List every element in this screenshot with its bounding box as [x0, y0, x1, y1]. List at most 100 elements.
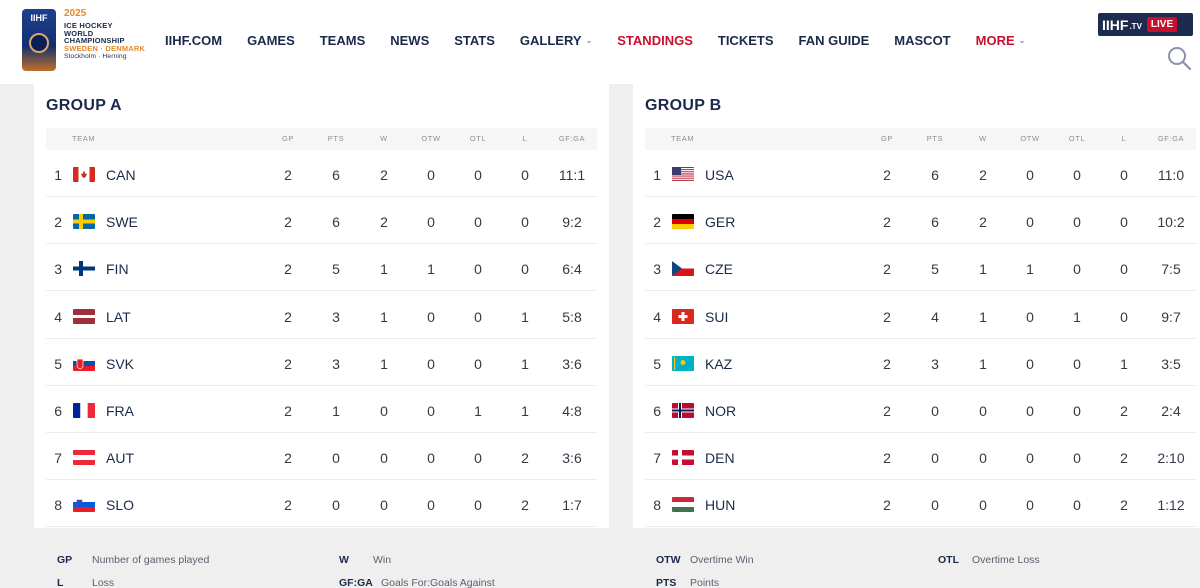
chevron-down-icon: ⌄ [585, 36, 593, 45]
team-code[interactable]: FIN [106, 261, 129, 278]
nav-item-mascot[interactable]: MASCOT [894, 33, 950, 48]
overtime-wins: 0 [427, 214, 435, 231]
overtime-losses: 0 [474, 497, 482, 514]
losses: 0 [1120, 308, 1128, 325]
overtime-wins: 0 [1026, 214, 1034, 231]
standings-row[interactable]: 7 DEN 2 0 0 0 0 2 2:10 [645, 434, 1196, 481]
overtime-losses: 1 [474, 403, 482, 419]
wins: 1 [979, 261, 987, 278]
nav-item-fan-guide[interactable]: FAN GUIDE [799, 33, 870, 48]
championship-logo[interactable]: IIHF 2025 ICE HOCKEY WORLD CHAMPIONSHIP … [22, 9, 145, 71]
losses: 0 [521, 261, 529, 278]
standings-row[interactable]: 8 SLO 2 0 0 0 0 2 1:7 [46, 481, 597, 528]
points: 5 [931, 261, 939, 278]
team-code[interactable]: AUT [106, 450, 134, 467]
standings-row[interactable]: 1 USA 2 6 2 0 0 0 11:0 [645, 151, 1196, 197]
games-played: 2 [883, 167, 891, 183]
iihf-tv-live-button[interactable]: IIHF .TV LIVE [1098, 13, 1193, 36]
nav-item-teams[interactable]: TEAMS [320, 33, 366, 48]
us-flag-icon [672, 167, 694, 182]
team-flag [73, 261, 95, 277]
points: 6 [931, 214, 939, 231]
team-code[interactable]: USA [705, 167, 734, 183]
wins: 1 [979, 308, 987, 325]
team-code[interactable]: CZE [705, 261, 733, 278]
legend-label: Overtime Loss [972, 554, 1040, 566]
nav-item-games[interactable]: GAMES [247, 33, 295, 48]
standings-row[interactable]: 8 HUN 2 0 0 0 0 2 1:12 [645, 481, 1196, 528]
col-header-otl: OTL [469, 134, 487, 143]
goals-for-against: 5:8 [562, 308, 582, 325]
points: 6 [332, 167, 340, 183]
wins: 2 [979, 214, 987, 231]
si-flag-icon [73, 497, 95, 513]
team-code[interactable]: NOR [705, 403, 737, 419]
team-code[interactable]: KAZ [705, 355, 733, 372]
standings-row[interactable]: 3 CZE 2 5 1 1 0 0 7:5 [645, 245, 1196, 292]
team-code[interactable]: LAT [106, 308, 131, 325]
nav-label: MORE [975, 33, 1015, 48]
nav-item-gallery[interactable]: GALLERY ⌄ [520, 33, 592, 48]
team-code[interactable]: SLO [106, 497, 135, 514]
overtime-losses: 0 [1073, 355, 1081, 372]
standings-row[interactable]: 3 FIN 2 5 1 1 0 0 6:4 [46, 245, 597, 292]
search-icon[interactable] [1166, 45, 1192, 71]
team-code[interactable]: SVK [106, 355, 135, 372]
losses: 1 [1120, 355, 1128, 372]
overtime-wins: 0 [1026, 308, 1034, 325]
nav-label: STATS [454, 33, 495, 48]
losses: 2 [1120, 450, 1128, 467]
nav-item-more[interactable]: MORE ⌄ [976, 33, 1026, 48]
team-code[interactable]: CAN [106, 167, 136, 183]
team-rank: 1 [653, 167, 661, 183]
team-code[interactable]: HUN [705, 497, 736, 514]
losses: 1 [521, 403, 529, 419]
nav-item-tickets[interactable]: TICKETS [718, 33, 774, 48]
ch-flag-icon [672, 308, 694, 324]
overtime-losses: 0 [474, 261, 482, 278]
wins: 1 [979, 355, 987, 372]
col-header-otw: OTW [421, 134, 441, 143]
standings-row[interactable]: 6 FRA 2 1 0 0 1 1 4:8 [46, 387, 597, 433]
team-code[interactable]: FRA [106, 403, 134, 419]
nav-label: TICKETS [717, 33, 774, 48]
col-header-team: TEAM [72, 134, 96, 143]
points: 4 [931, 308, 939, 325]
standings-row[interactable]: 6 NOR 2 0 0 0 0 2 2:4 [645, 387, 1196, 433]
losses: 0 [1120, 261, 1128, 278]
col-header-w: W [979, 134, 987, 143]
standings-row[interactable]: 5 KAZ 2 3 1 0 0 1 3:5 [645, 340, 1196, 386]
standings-row[interactable]: 2 GER 2 6 2 0 0 0 10:2 [645, 198, 1196, 245]
wins: 0 [979, 450, 987, 467]
nav-item-stats[interactable]: STATS [454, 33, 495, 48]
col-header-l: L [522, 134, 528, 143]
losses: 0 [521, 167, 529, 183]
wins: 2 [380, 214, 388, 231]
nav-item-iihf-com[interactable]: IIHF.COM [165, 33, 222, 48]
team-code[interactable]: DEN [705, 450, 735, 467]
team-rank: 2 [54, 214, 62, 231]
standings-row[interactable]: 4 SUI 2 4 1 0 1 0 9:7 [645, 293, 1196, 339]
nav-item-standings[interactable]: STANDINGS [617, 33, 693, 48]
games-played: 2 [883, 355, 891, 372]
col-header-l: L [1121, 134, 1127, 143]
standings-row[interactable]: 4 LAT 2 3 1 0 0 1 5:8 [46, 293, 597, 339]
team-rank: 2 [653, 214, 661, 231]
team-code[interactable]: GER [705, 214, 736, 231]
nav-item-news[interactable]: NEWS [390, 33, 429, 48]
overtime-wins: 0 [1026, 167, 1034, 183]
team-rank: 7 [54, 450, 62, 467]
wins: 2 [380, 167, 388, 183]
team-rank: 4 [653, 308, 661, 325]
team-flag [672, 214, 694, 230]
goals-for-against: 3:6 [562, 450, 582, 467]
goals-for-against: 6:4 [562, 261, 582, 278]
standings-row[interactable]: 2 SWE 2 6 2 0 0 0 9:2 [46, 198, 597, 245]
team-code[interactable]: SUI [705, 308, 729, 325]
standings-row[interactable]: 5 SVK 2 3 1 0 0 1 3:6 [46, 340, 597, 386]
standings-row[interactable]: 1 CAN 2 6 2 0 0 0 11:1 [46, 151, 597, 197]
fr-flag-icon [73, 403, 95, 418]
losses: 0 [1120, 167, 1128, 183]
standings-row[interactable]: 7 AUT 2 0 0 0 0 2 3:6 [46, 434, 597, 481]
team-code[interactable]: SWE [106, 214, 138, 231]
